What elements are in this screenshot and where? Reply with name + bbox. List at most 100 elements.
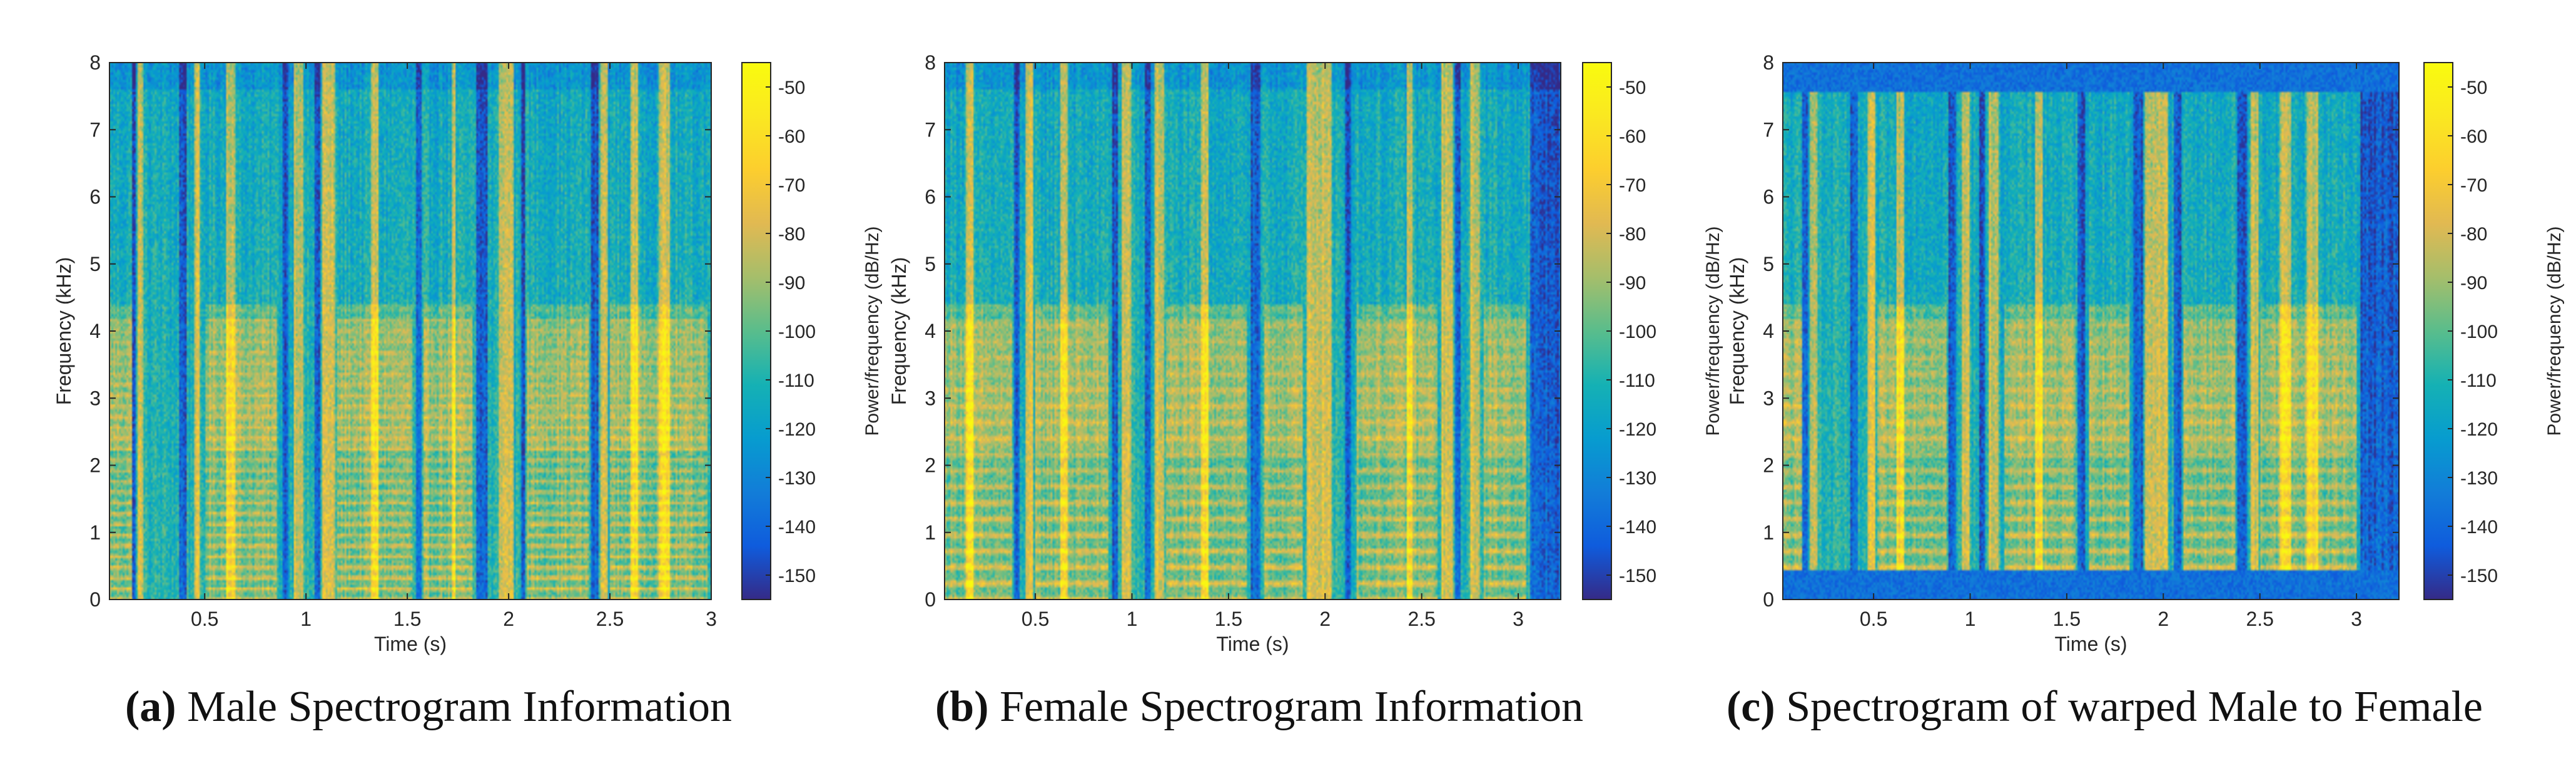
y-axis-label-b: Frequency (kHz): [888, 257, 910, 406]
colorbar-tick-label-b-2: -70: [1619, 175, 1646, 196]
colorbar-tick-label-c-2: -70: [2460, 175, 2487, 196]
y-tick-label-b-8: 8: [925, 51, 936, 74]
colorbar-tick-label-c-5: -100: [2460, 322, 2498, 342]
colorbar-tick-label-c-4: -90: [2460, 273, 2487, 294]
y-tick-label-a-4: 4: [89, 320, 101, 342]
y-tick-label-b-5: 5: [925, 253, 936, 275]
spectrogram-heatmap-a: [109, 63, 711, 600]
caption-b: (b) Female Spectrogram Information: [935, 682, 1583, 732]
y-tick-label-c-3: 3: [1763, 387, 1774, 409]
y-tick-label-b-3: 3: [925, 387, 936, 409]
x-tick-label-a-1: 1: [300, 608, 312, 630]
y-tick-label-a-8: 8: [89, 51, 101, 74]
caption-c-tag: (c): [1727, 683, 1775, 731]
colorbar-tick-label-b-3: -80: [1619, 224, 1646, 245]
female-spectrogram: 0.5 1 1.5 2 2.5 3 0 1 2 3 4 5 6 7 8 Time (s) Frequency (…: [888, 51, 1723, 655]
caption-c: (c) Spectrogram of warped Male to Female: [1727, 682, 2483, 732]
y-tick-label-c-4: 4: [1763, 320, 1774, 342]
colorbar-tick-label-b-10: -150: [1619, 566, 1656, 586]
x-tick-label-b-1: 1: [1127, 608, 1138, 630]
colorbar-tick-label-b-1: -60: [1619, 126, 1646, 147]
y-tick-label-c-2: 2: [1763, 454, 1774, 477]
y-tick-label-b-4: 4: [925, 320, 936, 342]
x-tick-label-a-0: 0.5: [191, 608, 218, 630]
colorbar-tick-label-c-9: -140: [2460, 517, 2498, 538]
y-tick-label-b-6: 6: [925, 186, 936, 208]
x-tick-label-c-3: 2: [2158, 608, 2169, 630]
colorbar-label-c: Power/frequency (dB/Hz): [2544, 226, 2565, 436]
x-tick-label-b-4: 2.5: [1407, 608, 1435, 630]
y-tick-label-a-1: 1: [89, 521, 101, 544]
colorbar-tick-label-a-1: -60: [778, 126, 805, 147]
x-tick-label-a-3: 2: [503, 608, 514, 630]
colorbar-tick-label-b-7: -120: [1619, 419, 1656, 440]
caption-b-tag: (b): [935, 683, 989, 731]
x-tick-label-b-3: 2: [1319, 608, 1331, 630]
x-tick-label-b-5: 3: [1513, 608, 1524, 630]
y-axis-label-a: Frequency (kHz): [53, 257, 75, 406]
y-tick-label-a-3: 3: [89, 387, 101, 409]
colorbar-tick-label-a-7: -120: [778, 419, 816, 440]
colorbar-tick-label-a-9: -140: [778, 517, 816, 538]
y-tick-label-a-7: 7: [89, 118, 101, 141]
colorbar-tick-label-c-6: -110: [2460, 370, 2497, 391]
colorbar-c: -50 -60 -70 -80 -90 -100 -110 -120 -130 -140 -150 P…: [2423, 62, 2565, 600]
colorbar-a: -50 -60 -70 -80 -90 -100 -110 -120 -130 -140 -150 P…: [741, 62, 883, 600]
caption-b-text: Female Spectrogram Information: [1000, 683, 1584, 731]
x-tick-label-a-5: 3: [706, 608, 717, 630]
y-tick-label-a-5: 5: [89, 253, 101, 275]
y-tick-label-a-0: 0: [89, 588, 101, 611]
colorbar-tick-label-b-6: -110: [1619, 370, 1655, 391]
colorbar-b: -50 -60 -70 -80 -90 -100 -110 -120 -130 -140 -150 P…: [1582, 62, 1723, 600]
colorbar-tick-label-b-5: -100: [1619, 322, 1656, 342]
x-tick-label-c-0: 0.5: [1860, 608, 1887, 630]
x-axis-label-a: Time (s): [374, 633, 447, 655]
colorbar-tick-label-a-6: -110: [778, 370, 814, 391]
colorbar-label-b: Power/frequency (dB/Hz): [1703, 226, 1723, 436]
male-spectrogram: 0.5 1 1.5 2 2.5 3 0 1 2 3 4 5 6 7 8 Time (s) Frequency (…: [53, 51, 883, 655]
y-tick-label-c-1: 1: [1763, 521, 1774, 544]
colorbar-label-a: Power/frequency (dB/Hz): [862, 226, 883, 436]
x-tick-label-b-2: 1.5: [1215, 608, 1242, 630]
caption-a-text: Male Spectrogram Information: [187, 683, 732, 731]
colorbar-tick-label-c-0: -50: [2460, 78, 2487, 98]
colorbar-tick-label-a-0: -50: [778, 78, 805, 98]
x-tick-label-c-2: 1.5: [2053, 608, 2081, 630]
y-tick-label-b-7: 7: [925, 118, 936, 141]
colorbar-tick-label-c-10: -150: [2460, 566, 2498, 586]
y-tick-label-b-0: 0: [925, 588, 936, 611]
colorbar-tick-label-c-8: -130: [2460, 468, 2498, 489]
y-tick-label-c-7: 7: [1763, 118, 1774, 141]
y-tick-label-c-5: 5: [1763, 253, 1774, 275]
colorbar-tick-label-a-2: -70: [778, 175, 805, 196]
x-tick-label-c-5: 3: [2351, 608, 2362, 630]
panels-root: 0.5 1 1.5 2 2.5 3 0 1 2 3 4 5 6 7 8 Time (s) Frequency (…: [53, 51, 2565, 655]
y-tick-label-c-6: 6: [1763, 186, 1774, 208]
x-tick-label-a-4: 2.5: [596, 608, 624, 630]
colorbar-tick-label-a-5: -100: [778, 322, 816, 342]
colorbar-tick-label-c-3: -80: [2460, 224, 2487, 245]
colorbar-tick-label-a-10: -150: [778, 566, 816, 586]
x-tick-label-c-4: 2.5: [2246, 608, 2273, 630]
x-tick-label-b-0: 0.5: [1022, 608, 1049, 630]
y-tick-label-b-1: 1: [925, 521, 936, 544]
x-tick-label-a-2: 1.5: [393, 608, 421, 630]
colorbar-tick-label-b-4: -90: [1619, 273, 1646, 294]
colorbar-tick-label-b-8: -130: [1619, 468, 1656, 489]
x-axis-label-c: Time (s): [2054, 633, 2127, 655]
y-tick-label-a-6: 6: [89, 186, 101, 208]
spectrogram-heatmap-c: [1783, 63, 2399, 600]
warped-spectrogram: 0.5 1 1.5 2 2.5 3 0 1 2 3 4 5 6 7 8 Time (s) Frequency (…: [1726, 51, 2565, 655]
caption-a-tag: (a): [125, 683, 176, 731]
y-tick-label-a-2: 2: [89, 454, 101, 477]
caption-a: (a) Male Spectrogram Information: [125, 682, 732, 732]
colorbar-tick-label-c-1: -60: [2460, 126, 2487, 147]
y-axis-label-c: Frequency (kHz): [1726, 257, 1748, 406]
colorbar-tick-label-b-9: -140: [1619, 517, 1656, 538]
y-tick-label-c-8: 8: [1763, 51, 1774, 74]
colorbar-tick-label-b-0: -50: [1619, 78, 1646, 98]
y-tick-label-b-2: 2: [925, 454, 936, 477]
colorbar-tick-label-a-8: -130: [778, 468, 816, 489]
y-tick-label-c-0: 0: [1763, 588, 1774, 611]
